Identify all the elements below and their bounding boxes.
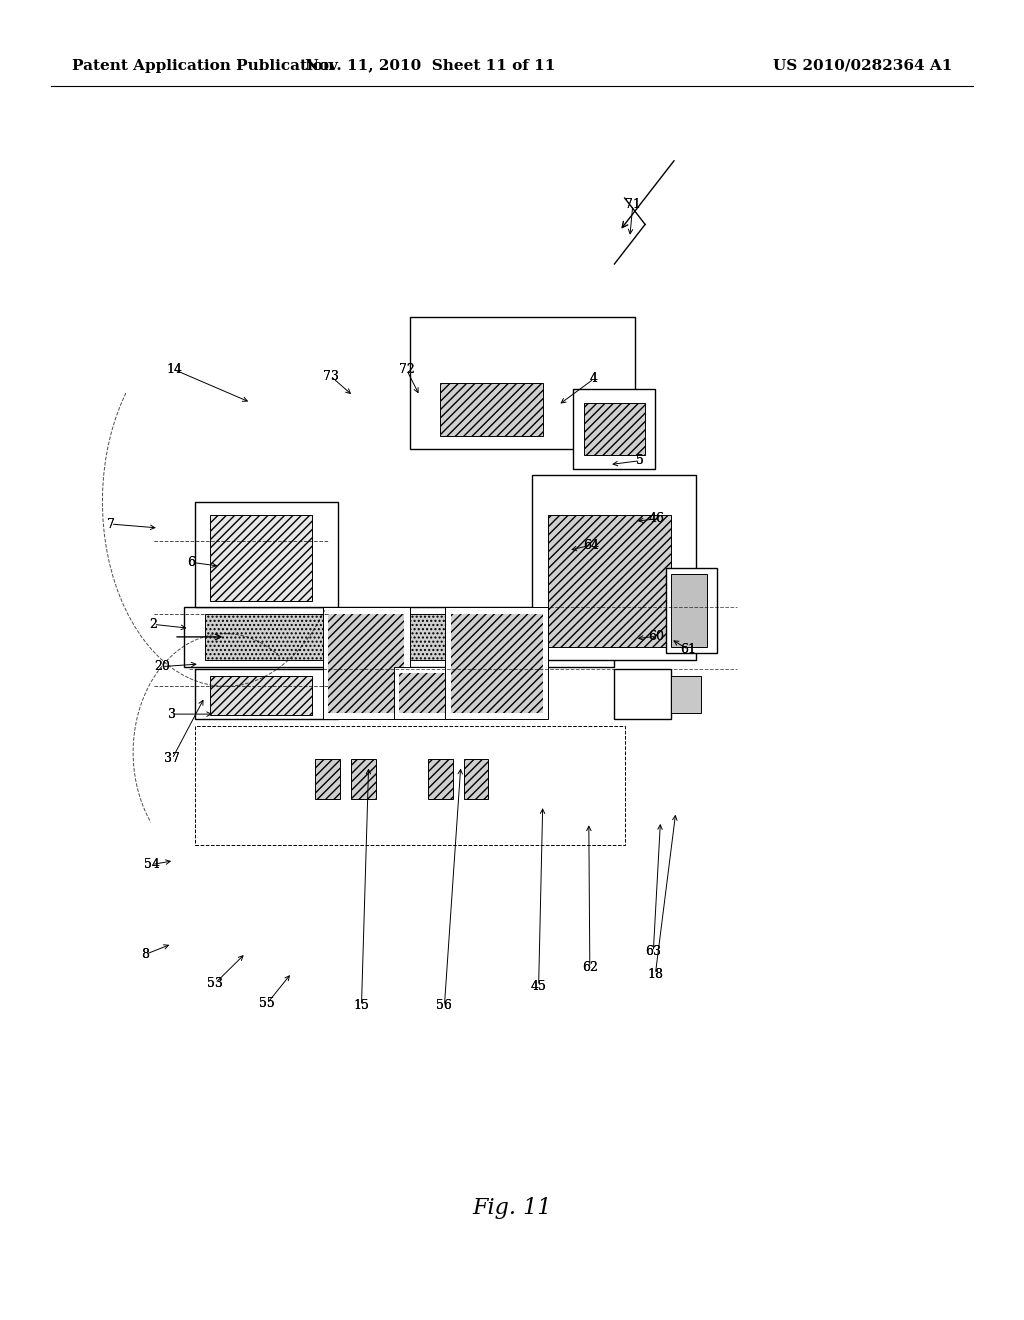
Text: 55: 55 <box>259 997 275 1010</box>
Text: 62: 62 <box>582 961 598 974</box>
Text: 3: 3 <box>168 708 176 721</box>
Text: 72: 72 <box>398 363 415 376</box>
Text: 4: 4 <box>590 372 598 385</box>
Bar <box>210 676 312 715</box>
Text: 73: 73 <box>323 370 339 383</box>
Text: 4: 4 <box>590 372 598 385</box>
Text: 14: 14 <box>166 363 182 376</box>
Bar <box>671 676 701 713</box>
Text: 45: 45 <box>530 979 547 993</box>
Text: 56: 56 <box>436 999 453 1012</box>
Bar <box>195 502 338 607</box>
Bar <box>614 669 671 719</box>
Text: 2: 2 <box>150 618 158 631</box>
Text: 62: 62 <box>582 961 598 974</box>
Text: 54: 54 <box>143 858 160 871</box>
Text: 20: 20 <box>154 660 170 673</box>
Text: 14: 14 <box>166 363 182 376</box>
Bar <box>210 515 312 601</box>
Text: 15: 15 <box>353 999 370 1012</box>
Text: 2: 2 <box>150 618 158 631</box>
Text: 18: 18 <box>647 968 664 981</box>
Bar <box>666 568 717 653</box>
Text: 55: 55 <box>259 997 275 1010</box>
Text: 37: 37 <box>164 752 180 766</box>
Text: 63: 63 <box>645 945 662 958</box>
Text: 60: 60 <box>648 630 665 643</box>
Text: Patent Application Publication: Patent Application Publication <box>72 58 334 73</box>
Text: 6: 6 <box>187 556 196 569</box>
Bar <box>440 383 543 436</box>
Text: 61: 61 <box>680 643 696 656</box>
Bar <box>394 667 456 719</box>
Bar <box>584 403 645 455</box>
Bar <box>399 673 451 713</box>
Bar <box>548 515 671 647</box>
Bar <box>328 614 404 713</box>
Text: 20: 20 <box>154 660 170 673</box>
Bar <box>428 759 453 799</box>
Text: 5: 5 <box>636 454 644 467</box>
Text: 64: 64 <box>583 539 599 552</box>
Text: Nov. 11, 2010  Sheet 11 of 11: Nov. 11, 2010 Sheet 11 of 11 <box>305 58 555 73</box>
Bar <box>464 759 488 799</box>
Text: 71: 71 <box>625 198 641 211</box>
Text: 3: 3 <box>168 708 176 721</box>
Text: 45: 45 <box>530 979 547 993</box>
Text: 5: 5 <box>636 454 644 467</box>
Text: 71: 71 <box>625 198 641 211</box>
Bar <box>410 317 635 449</box>
Text: 6: 6 <box>187 556 196 569</box>
Bar <box>671 574 707 647</box>
Text: US 2010/0282364 A1: US 2010/0282364 A1 <box>773 58 952 73</box>
Text: Fig. 11: Fig. 11 <box>472 1197 552 1218</box>
Text: 72: 72 <box>398 363 415 376</box>
Text: 73: 73 <box>323 370 339 383</box>
Text: 7: 7 <box>106 517 115 531</box>
Bar <box>184 607 614 667</box>
Text: 7: 7 <box>106 517 115 531</box>
Text: 56: 56 <box>436 999 453 1012</box>
Bar <box>351 759 376 799</box>
Bar <box>532 475 696 660</box>
Bar <box>573 389 655 469</box>
Bar <box>445 607 548 719</box>
Text: 18: 18 <box>647 968 664 981</box>
Bar <box>315 759 340 799</box>
Text: 46: 46 <box>648 512 665 525</box>
Text: 8: 8 <box>141 948 150 961</box>
Bar <box>451 614 543 713</box>
Text: 53: 53 <box>207 977 223 990</box>
Text: 37: 37 <box>164 752 180 766</box>
Text: 8: 8 <box>141 948 150 961</box>
Text: 54: 54 <box>143 858 160 871</box>
Text: 61: 61 <box>680 643 696 656</box>
Text: 15: 15 <box>353 999 370 1012</box>
Bar <box>205 614 594 660</box>
Bar <box>195 669 338 719</box>
Text: 46: 46 <box>648 512 665 525</box>
Bar <box>195 726 625 845</box>
Text: 60: 60 <box>648 630 665 643</box>
Text: 63: 63 <box>645 945 662 958</box>
Text: 53: 53 <box>207 977 223 990</box>
Bar <box>323 607 410 719</box>
Text: 64: 64 <box>583 539 599 552</box>
